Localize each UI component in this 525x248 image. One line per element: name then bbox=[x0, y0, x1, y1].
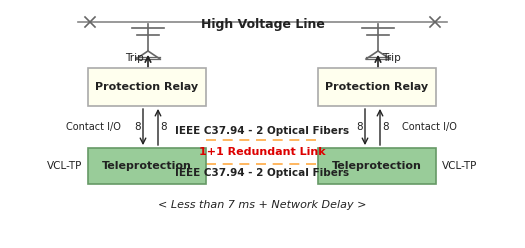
Text: 8: 8 bbox=[356, 122, 363, 132]
Text: 8: 8 bbox=[382, 122, 388, 132]
Text: Teleprotection: Teleprotection bbox=[332, 161, 422, 171]
FancyBboxPatch shape bbox=[88, 68, 206, 106]
Text: 8: 8 bbox=[134, 122, 141, 132]
Text: < Less than 7 ms + Network Delay >: < Less than 7 ms + Network Delay > bbox=[158, 200, 367, 210]
Text: VCL-TP: VCL-TP bbox=[47, 161, 82, 171]
Text: High Voltage Line: High Voltage Line bbox=[201, 18, 324, 31]
Text: 1+1 Redundant Link: 1+1 Redundant Link bbox=[198, 147, 326, 157]
FancyBboxPatch shape bbox=[88, 148, 206, 184]
Text: 8: 8 bbox=[160, 122, 166, 132]
Text: VCL-TP: VCL-TP bbox=[442, 161, 477, 171]
Text: Trip: Trip bbox=[382, 53, 401, 63]
Text: Protection Relay: Protection Relay bbox=[96, 82, 198, 92]
Text: Contact I/O: Contact I/O bbox=[402, 122, 457, 132]
Text: Protection Relay: Protection Relay bbox=[326, 82, 428, 92]
Text: Teleprotection: Teleprotection bbox=[102, 161, 192, 171]
Text: Trip: Trip bbox=[125, 53, 144, 63]
Text: Contact I/O: Contact I/O bbox=[66, 122, 121, 132]
Text: IEEE C37.94 - 2 Optical Fibers: IEEE C37.94 - 2 Optical Fibers bbox=[175, 126, 349, 136]
FancyBboxPatch shape bbox=[318, 68, 436, 106]
FancyBboxPatch shape bbox=[318, 148, 436, 184]
Text: IEEE C37.94 - 2 Optical Fibers: IEEE C37.94 - 2 Optical Fibers bbox=[175, 168, 349, 178]
